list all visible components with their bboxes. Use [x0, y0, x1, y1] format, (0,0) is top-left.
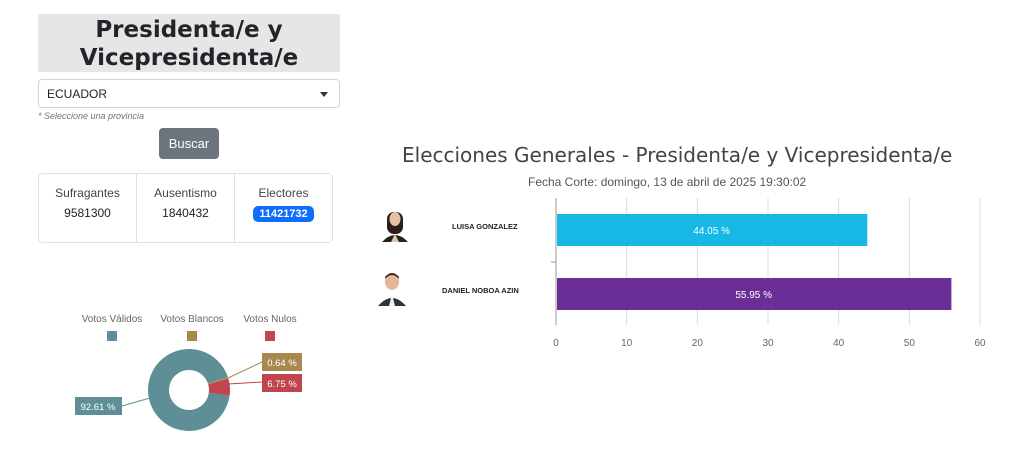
x-tick-label: 60: [974, 338, 986, 349]
x-tick-label: 40: [833, 338, 845, 349]
stat-label: Ausentismo: [154, 186, 217, 200]
x-tick-label: 30: [762, 338, 774, 349]
legend-swatch-nulos: [265, 331, 275, 341]
stat-value: 9581300: [64, 206, 111, 220]
bar-value-label: 55.95 %: [735, 290, 772, 301]
province-select-value: ECUADOR: [47, 87, 108, 101]
legend-swatch-validos: [107, 331, 117, 341]
province-select[interactable]: ECUADOR: [38, 79, 340, 108]
donut-label-validos: 92.61 %: [81, 402, 116, 413]
candidate-name: DANIEL NOBOA AZIN: [442, 286, 519, 295]
stat-ausentismo: Ausentismo 1840432: [137, 174, 235, 242]
bar: [557, 214, 868, 246]
legend-label-blancos: Votos Blancos: [160, 314, 224, 325]
bar-value-label: 44.05 %: [693, 226, 730, 237]
bar: [557, 278, 952, 310]
donut-leader: [227, 361, 263, 379]
stat-value: 1840432: [162, 206, 209, 220]
stat-sufragantes: Sufragantes 9581300: [39, 174, 137, 242]
candidate-photo-noboa: [376, 270, 408, 306]
electores-badge: 11421732: [253, 206, 314, 222]
donut-label-box: [262, 353, 302, 371]
search-button[interactable]: Buscar: [159, 128, 219, 159]
chevron-down-icon: [320, 92, 328, 97]
legend-label-nulos: Votos Nulos: [243, 314, 297, 325]
stat-label: Sufragantes: [55, 186, 120, 200]
person-icon: [378, 273, 406, 306]
donut-slice: [207, 376, 229, 385]
stats-card: Sufragantes 9581300 Ausentismo 1840432 E…: [38, 173, 333, 243]
person-icon: [382, 212, 408, 242]
donut-label-nulos: 6.75 %: [267, 379, 297, 390]
candidate-photo-gonzalez: [379, 206, 411, 242]
donut-label-box: [75, 397, 122, 415]
x-tick-label: 50: [904, 338, 916, 349]
page-title-line2: Vicepresidenta/e: [79, 45, 299, 71]
candidate-name: LUISA GONZALEZ: [452, 222, 518, 231]
donut-leader: [227, 381, 263, 385]
stat-label: Electores: [258, 186, 309, 200]
donut-leader: [121, 397, 151, 407]
donut-slice: [208, 378, 231, 396]
page-title: Presidenta/e y Vicepresidenta/e: [38, 14, 340, 72]
donut-label-blancos: 0.64 %: [267, 358, 297, 369]
page-title-line1: Presidenta/e y: [95, 17, 283, 43]
x-tick-label: 10: [621, 338, 633, 349]
legend-swatch-blancos: [187, 331, 197, 341]
province-hint: * Seleccione una provincia: [38, 111, 145, 121]
x-tick-label: 0: [553, 338, 559, 349]
stat-electores: Electores 11421732: [235, 174, 332, 242]
donut-slice: [147, 349, 230, 431]
chart-title: Elecciones Generales - Presidenta/e y Vi…: [402, 143, 953, 167]
chart-subtitle: Fecha Corte: domingo, 13 de abril de 202…: [528, 175, 807, 189]
donut-label-box: [262, 374, 302, 392]
legend-label-validos: Votos Válidos: [81, 314, 143, 325]
x-tick-label: 20: [692, 338, 704, 349]
